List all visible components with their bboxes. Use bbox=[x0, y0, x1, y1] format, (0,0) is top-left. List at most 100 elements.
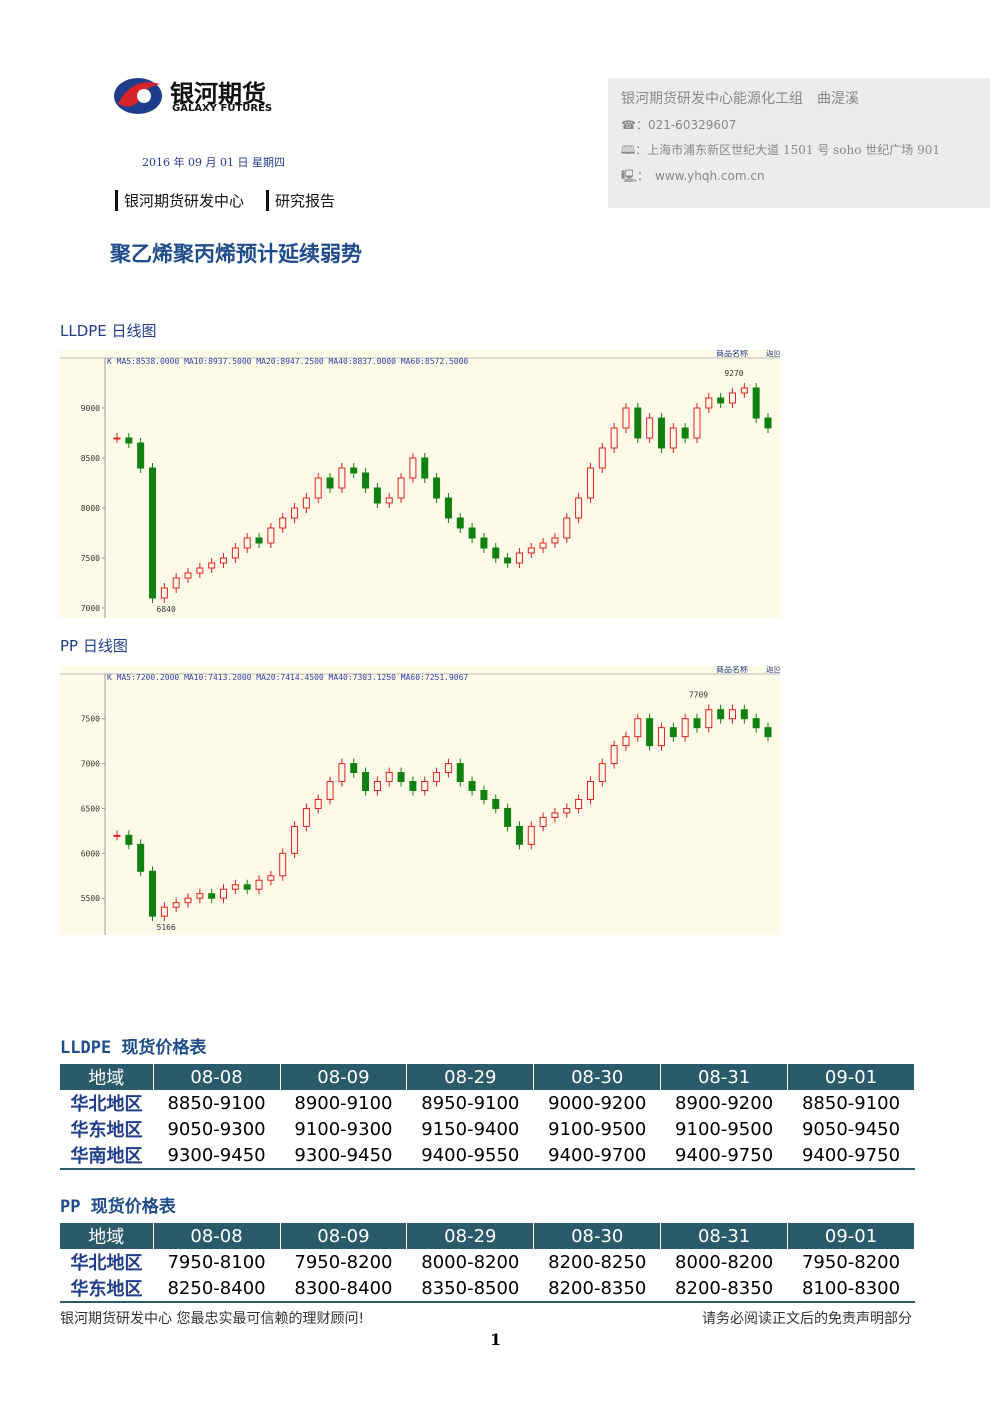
candle bbox=[693, 407, 701, 439]
column-header: 08-29 bbox=[406, 1223, 535, 1249]
chart-heading: PP 日线图 bbox=[60, 637, 128, 655]
candle bbox=[669, 727, 677, 738]
column-header: 08-29 bbox=[406, 1064, 535, 1090]
candle bbox=[314, 798, 322, 809]
candle bbox=[527, 547, 535, 554]
chart-heading: LLDPE 日线图 bbox=[60, 322, 157, 340]
candle bbox=[693, 718, 701, 729]
table-cell: 8200-8350 bbox=[533, 1275, 661, 1303]
candle bbox=[326, 477, 334, 489]
table-cell: 8000-8200 bbox=[421, 1251, 520, 1273]
candle bbox=[610, 427, 618, 449]
dept: 银河期货研发中心 bbox=[115, 190, 244, 211]
candle bbox=[397, 772, 405, 783]
candle bbox=[752, 387, 760, 419]
candle bbox=[279, 517, 287, 529]
candle bbox=[208, 893, 216, 899]
y-tick-label: 6500 bbox=[81, 804, 100, 813]
table-cell: 8350-8500 bbox=[406, 1275, 534, 1303]
candle bbox=[598, 763, 606, 783]
table-row: 华北地区 7950-8100 7950-8200 8000-8200 8200-8250… bbox=[60, 1249, 915, 1275]
table-cell: 9300-9450 bbox=[153, 1142, 280, 1170]
nav-link: 返回 bbox=[766, 666, 780, 674]
contact-box bbox=[608, 78, 990, 208]
candle bbox=[409, 781, 417, 791]
candle bbox=[480, 537, 488, 549]
footer-right: 请务必阅读正文后的免责声明部分 bbox=[702, 1311, 912, 1327]
candle bbox=[504, 807, 512, 827]
candle bbox=[220, 888, 228, 899]
candle bbox=[125, 834, 133, 845]
candle bbox=[172, 577, 180, 589]
candle bbox=[456, 763, 464, 783]
table-cell: 8300-8400 bbox=[280, 1275, 407, 1303]
y-tick-label: 7500 bbox=[81, 554, 100, 563]
table: 地域 08-08 08-09 08-29 08-30 08-31 09-01 华北地区 7950… bbox=[60, 1223, 915, 1303]
candle bbox=[255, 537, 263, 544]
table-cell: 华北地区 bbox=[70, 1094, 143, 1115]
candle bbox=[539, 542, 547, 549]
candle bbox=[220, 557, 228, 564]
candle bbox=[149, 870, 157, 917]
candle bbox=[373, 781, 381, 791]
high-label: 7709 bbox=[689, 691, 708, 700]
y-tick-label: 8000 bbox=[81, 504, 100, 513]
candle bbox=[752, 718, 760, 729]
nav-link: 商品名称 bbox=[716, 350, 748, 358]
candle bbox=[196, 567, 204, 574]
candle bbox=[433, 772, 441, 783]
candle bbox=[551, 537, 559, 544]
contact-address: 🕮：上海市浦东新区世纪大道 1501 号 soho 世纪广场 901 bbox=[621, 143, 941, 157]
table-title: PP 现货价格表 bbox=[60, 1197, 176, 1217]
table: 地域 08-08 08-09 08-29 08-30 08-31 09-01 华北地区 8850… bbox=[60, 1064, 915, 1170]
candle bbox=[468, 781, 476, 791]
y-tick-label: 5500 bbox=[81, 894, 100, 903]
y-tick-label: 7000 bbox=[81, 604, 100, 613]
candle bbox=[444, 497, 452, 519]
candle bbox=[291, 825, 299, 854]
candle bbox=[421, 781, 429, 791]
table-cell: 7950-8200 bbox=[801, 1251, 901, 1273]
candle bbox=[243, 537, 251, 549]
candle bbox=[492, 798, 500, 809]
table-cell: 9000-9200 bbox=[548, 1092, 647, 1114]
y-tick-label: 7000 bbox=[81, 760, 100, 769]
contact-phone: ☎：021-60329607 bbox=[621, 118, 737, 132]
candle bbox=[728, 709, 736, 720]
candle bbox=[149, 467, 157, 599]
table-cell: 9100-9500 bbox=[675, 1118, 774, 1140]
table-cell: 9400-9750 bbox=[660, 1142, 788, 1170]
column-header: 地域 bbox=[60, 1064, 154, 1090]
contact-web: 🖳： www.yhqh.com.cn bbox=[621, 169, 765, 183]
candle bbox=[527, 825, 535, 845]
candle bbox=[740, 709, 748, 720]
candle bbox=[279, 852, 287, 877]
candle bbox=[338, 467, 346, 489]
column-header: 08-08 bbox=[153, 1223, 281, 1249]
candle bbox=[243, 884, 251, 890]
candle bbox=[610, 745, 618, 765]
column-header: 09-01 bbox=[787, 1064, 915, 1090]
candle bbox=[575, 497, 583, 519]
logo-icon bbox=[114, 78, 162, 114]
candle bbox=[350, 763, 358, 774]
candle bbox=[362, 472, 370, 489]
high-label: 9270 bbox=[724, 369, 743, 378]
table-row: 华东地区 8250-8400 8300-8400 8350-8500 8200-8350… bbox=[60, 1275, 915, 1303]
table-cell: 8250-8400 bbox=[153, 1275, 280, 1303]
candle bbox=[302, 807, 310, 827]
candle bbox=[184, 897, 192, 904]
column-header: 09-01 bbox=[787, 1223, 915, 1249]
table-cell: 华北地区 bbox=[70, 1253, 143, 1274]
candle bbox=[657, 417, 665, 449]
logo-cn: 银河期货 bbox=[170, 80, 266, 108]
candle bbox=[657, 727, 665, 747]
candle bbox=[646, 718, 654, 747]
table-cell: 8100-8300 bbox=[787, 1275, 915, 1303]
y-tick-label: 9000 bbox=[81, 404, 100, 413]
candle bbox=[113, 834, 121, 837]
candle bbox=[385, 497, 393, 504]
candle bbox=[740, 387, 748, 394]
y-tick-label: 6000 bbox=[81, 849, 100, 858]
y-tick-label: 7500 bbox=[81, 715, 100, 724]
